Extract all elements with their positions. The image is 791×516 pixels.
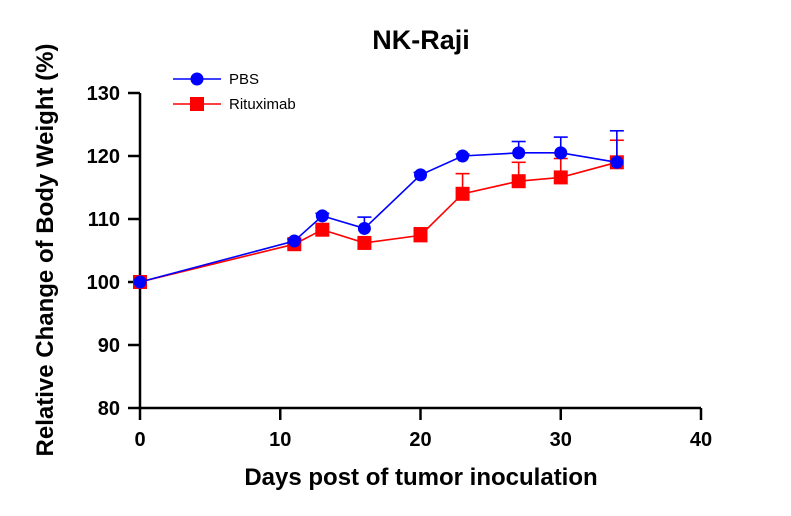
data-point bbox=[414, 168, 427, 182]
y-tick-label: 80 bbox=[98, 398, 120, 420]
x-axis-title: Days post of tumor inoculation bbox=[244, 464, 597, 491]
legend-label: PBS bbox=[229, 71, 259, 88]
y-tick-label: 110 bbox=[88, 209, 120, 231]
y-tick-label: 120 bbox=[87, 146, 120, 168]
y-tick-label: 130 bbox=[87, 83, 120, 105]
x-ticks: 0 10 20 30 40 bbox=[134, 408, 712, 451]
chart-title: NK-Raji bbox=[372, 25, 470, 55]
x-tick-label: 10 bbox=[269, 429, 291, 451]
data-point bbox=[315, 209, 329, 223]
x-tick-label: 40 bbox=[690, 429, 712, 451]
data-point bbox=[315, 222, 330, 237]
series-layer bbox=[133, 130, 624, 289]
legend-item-pbs: PBS bbox=[173, 71, 259, 88]
data-point bbox=[357, 235, 372, 250]
legend-marker bbox=[190, 72, 204, 86]
series-pbs bbox=[133, 130, 624, 289]
data-point bbox=[287, 234, 301, 248]
data-point bbox=[554, 146, 568, 160]
series-line bbox=[139, 161, 618, 283]
x-tick-label: 0 bbox=[134, 429, 145, 451]
data-point bbox=[357, 221, 371, 235]
y-tick-label: 100 bbox=[87, 272, 120, 294]
data-point bbox=[413, 228, 428, 243]
data-point bbox=[512, 146, 526, 160]
y-ticks: 80 90 100 110 120 130 bbox=[87, 83, 140, 420]
data-point bbox=[456, 149, 470, 163]
legend-marker bbox=[190, 97, 204, 111]
data-point bbox=[553, 170, 568, 185]
data-point bbox=[610, 155, 624, 169]
legend: PBS Rituximab bbox=[173, 71, 296, 113]
y-tick-label: 90 bbox=[98, 335, 120, 357]
series-line bbox=[139, 152, 617, 283]
legend-item-rituximab: Rituximab bbox=[173, 96, 296, 113]
data-point bbox=[133, 275, 147, 289]
x-tick-label: 30 bbox=[550, 429, 572, 451]
x-tick-label: 20 bbox=[409, 429, 431, 451]
data-point bbox=[455, 186, 470, 201]
data-point bbox=[511, 174, 526, 189]
legend-label: Rituximab bbox=[229, 96, 296, 113]
y-axis-title: Relative Change of Body Weight (%) bbox=[32, 44, 59, 457]
